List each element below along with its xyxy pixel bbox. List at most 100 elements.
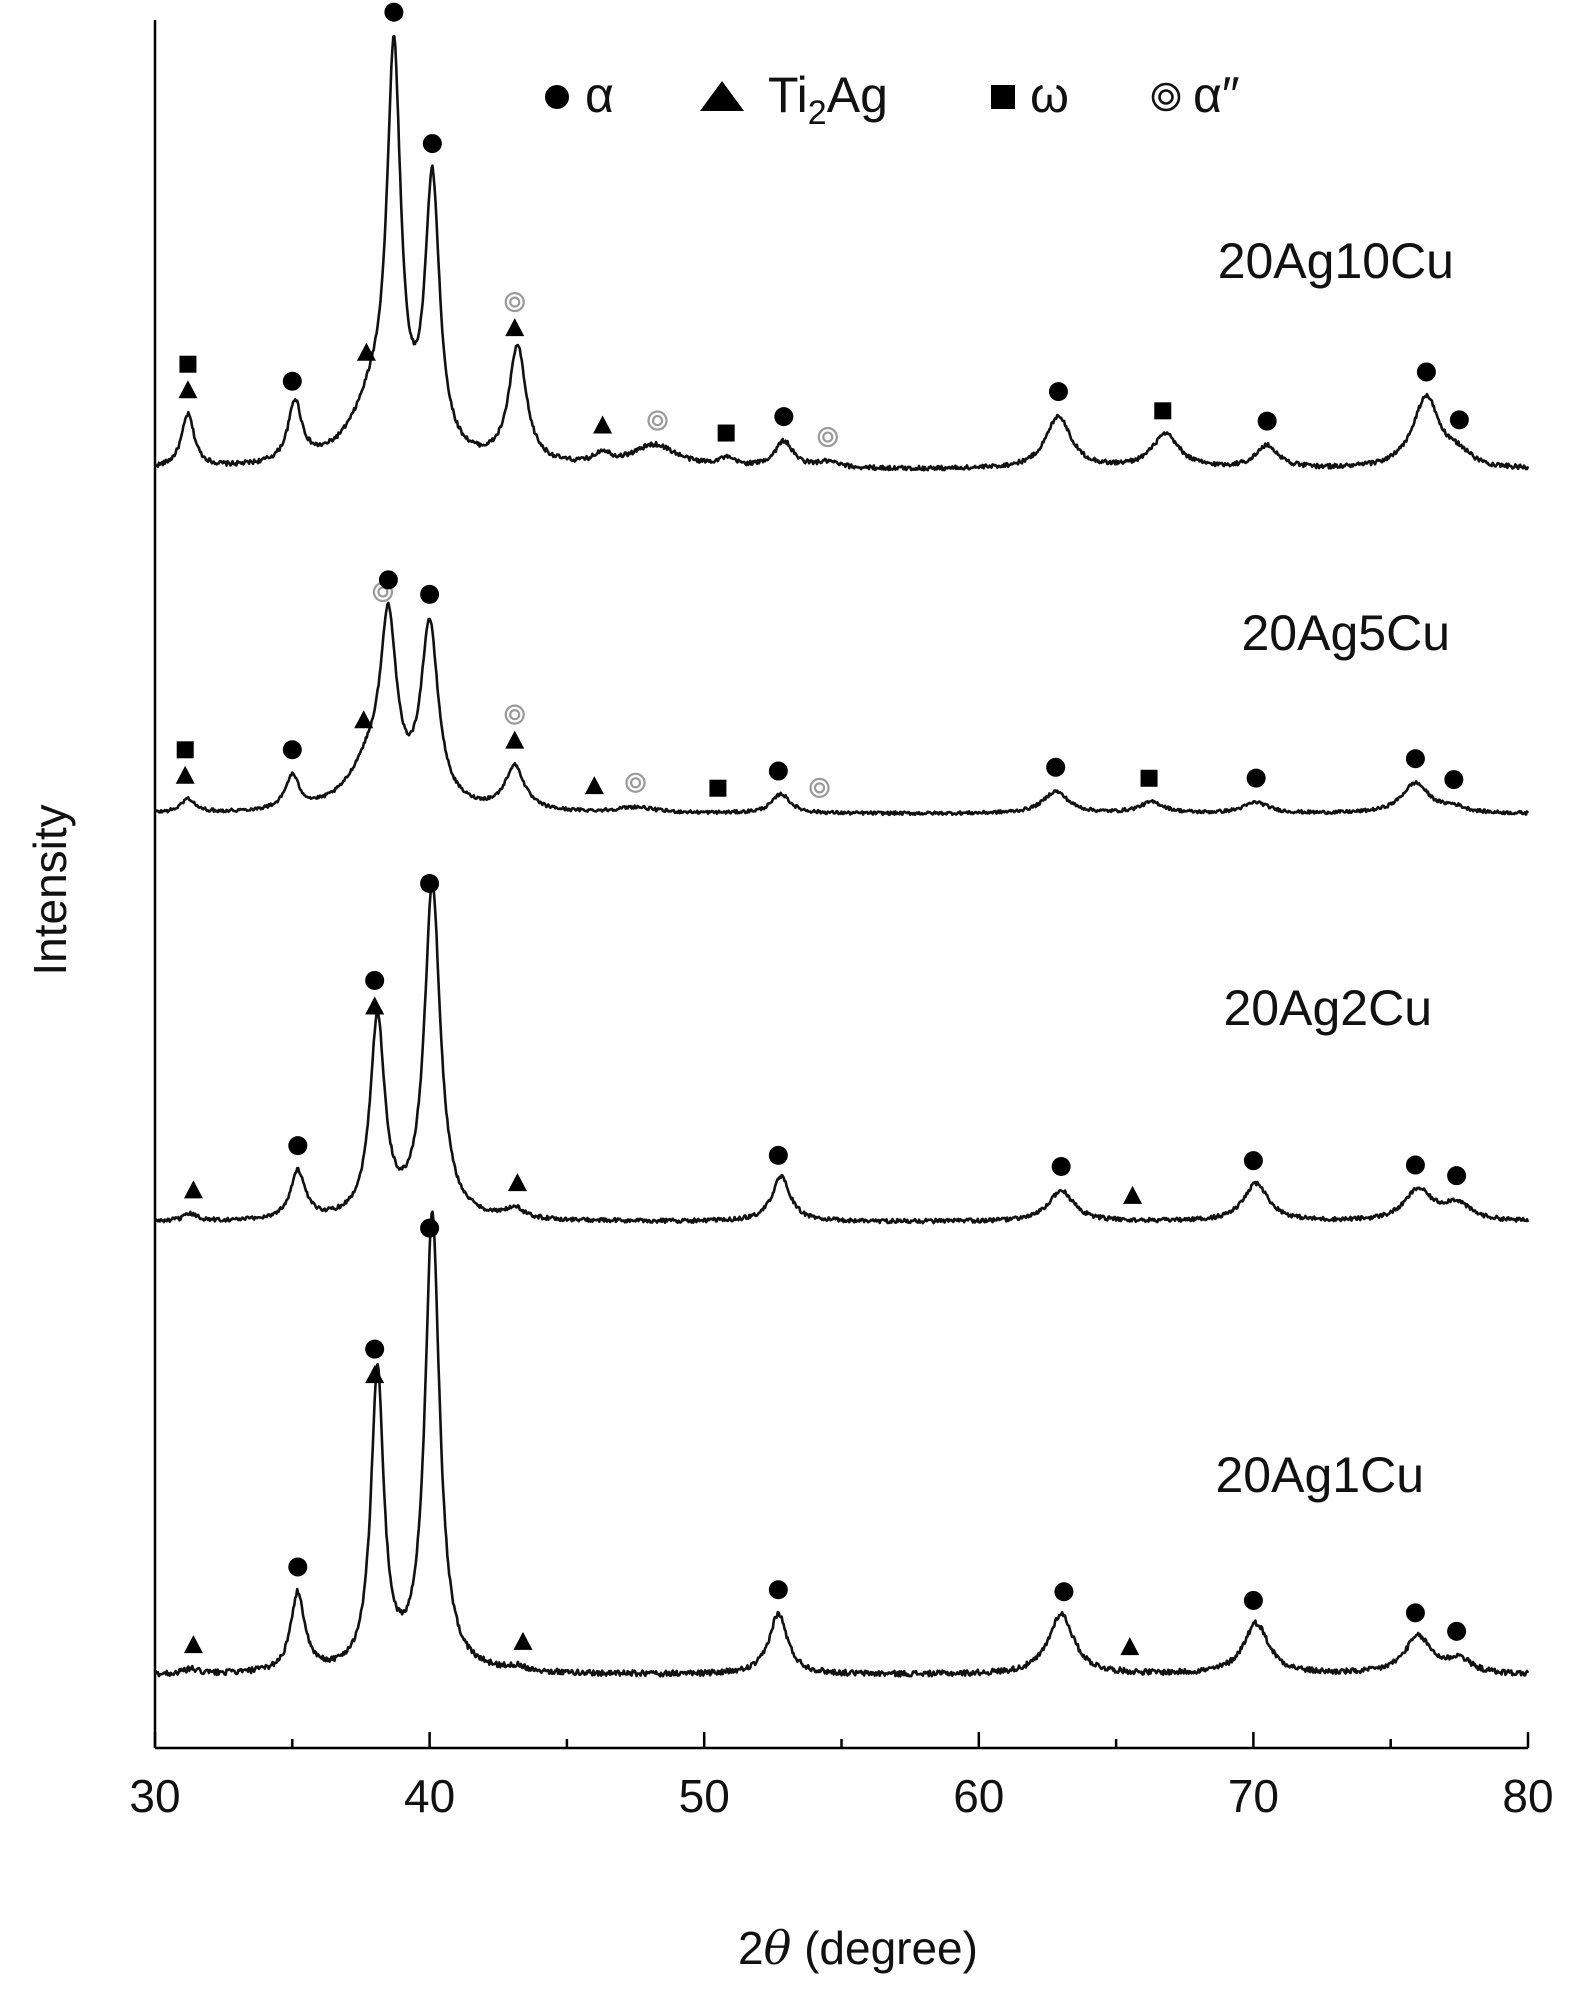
legend-entry-3: α″ (1151, 67, 1240, 123)
marker-20Ag1Cu-circle-9 (1243, 1590, 1263, 1610)
legend-double-circle-inner-icon (1158, 89, 1174, 105)
legend-label-0: α (585, 67, 614, 123)
marker-20Ag10Cu-double-circle-10-outer (647, 410, 668, 431)
x-tick-label-40: 40 (404, 1770, 455, 1822)
legend-label-2: ω (1030, 67, 1069, 123)
y-axis-title: Intensity (24, 804, 76, 975)
marker-20Ag10Cu-triangle-3 (356, 342, 376, 361)
marker-20Ag1Cu-triangle-5 (513, 1631, 533, 1650)
legend-entry-0: α (545, 67, 614, 123)
x-axis-title: 2θ (degree) (738, 1921, 978, 1975)
legend-label-3: α″ (1193, 67, 1240, 123)
x-axis-ticks: 30 40 50 60 70 80 (129, 1732, 1554, 1822)
marker-20Ag10Cu-double-circle-10-inner (651, 414, 664, 427)
marker-20Ag10Cu-double-circle-4-inner (509, 296, 521, 308)
x-axis-title-theta: θ (764, 1921, 792, 1975)
phase-legend: α Ti2Ag ω α″ (545, 67, 1240, 132)
marker-20Ag5Cu-double-circle-13-outer (809, 777, 830, 798)
marker-20Ag10Cu-double-circle-13-inner (822, 431, 834, 443)
legend-label-main: Ti (768, 67, 808, 123)
marker-20Ag10Cu-triangle-5 (505, 318, 525, 337)
marker-20Ag5Cu-circle-2 (420, 584, 440, 604)
legend-triangle-icon (700, 81, 744, 111)
marker-20Ag5Cu-double-circle-13 (809, 777, 830, 798)
legend-circle-icon (545, 85, 569, 109)
marker-20Ag2Cu-circle-6 (768, 1145, 788, 1165)
marker-20Ag5Cu-double-circle-10 (625, 772, 646, 793)
marker-20Ag10Cu-circle-18 (1449, 410, 1469, 430)
marker-20Ag10Cu-double-circle-4-outer (504, 292, 525, 313)
marker-20Ag10Cu-circle-2 (422, 134, 442, 154)
marker-20Ag1Cu-circle-0 (420, 1218, 440, 1238)
phase-markers (175, 2, 1469, 1656)
x-tick-label-30: 30 (129, 1770, 180, 1822)
x-axis-title-suffix: (degree) (791, 1922, 978, 1974)
marker-20Ag2Cu-circle-7 (1051, 1157, 1071, 1177)
marker-20Ag10Cu-triangle-9 (593, 415, 613, 434)
legend-square-icon (991, 85, 1015, 109)
marker-20Ag5Cu-square-6 (176, 741, 194, 759)
marker-20Ag2Cu-triangle-5 (507, 1173, 527, 1192)
marker-20Ag10Cu-double-circle-10 (647, 410, 668, 431)
trace-20Ag5Cu (154, 601, 1530, 817)
marker-20Ag5Cu-triangle-5 (505, 730, 525, 749)
marker-20Ag5Cu-circle-14 (1046, 757, 1066, 777)
marker-20Ag2Cu-circle-0 (420, 874, 440, 894)
marker-20Ag5Cu-square-11 (709, 779, 727, 797)
marker-20Ag10Cu-double-circle-13 (817, 426, 838, 448)
marker-20Ag10Cu-double-circle-4 (504, 292, 525, 313)
marker-20Ag10Cu-circle-8 (282, 371, 302, 391)
legend-entry-1: Ti2Ag (700, 67, 888, 132)
marker-20Ag5Cu-double-circle-10-outer (625, 772, 646, 793)
marker-20Ag10Cu-square-6 (179, 355, 197, 373)
trace-20Ag1Cu (153, 1210, 1530, 1678)
marker-20Ag10Cu-circle-17 (1416, 362, 1436, 382)
x-tick-label-60: 60 (953, 1770, 1004, 1822)
marker-20Ag5Cu-double-circle-4-inner (509, 709, 521, 721)
marker-20Ag5Cu-circle-16 (1246, 768, 1266, 788)
marker-20Ag2Cu-circle-10 (1405, 1155, 1425, 1175)
series-label-20Ag10Cu: 20Ag10Cu (1218, 233, 1454, 289)
legend-label-tail: Ag (827, 67, 888, 123)
series-label-20Ag5Cu: 20Ag5Cu (1242, 605, 1451, 661)
series-labels: 20Ag10Cu 20Ag5Cu 20Ag2Cu 20Ag1Cu (1216, 233, 1455, 1503)
marker-20Ag2Cu-triangle-8 (1123, 1185, 1143, 1204)
trace-20Ag10Cu (154, 34, 1530, 472)
marker-20Ag5Cu-circle-12 (768, 761, 788, 781)
marker-20Ag2Cu-circle-1 (365, 970, 385, 990)
marker-20Ag1Cu-circle-7 (1054, 1582, 1074, 1602)
marker-20Ag10Cu-square-11 (717, 424, 735, 442)
series-label-20Ag2Cu: 20Ag2Cu (1224, 980, 1433, 1036)
marker-20Ag5Cu-triangle-9 (584, 776, 604, 795)
marker-20Ag5Cu-square-15 (1140, 769, 1158, 787)
marker-20Ag1Cu-circle-6 (768, 1580, 788, 1600)
marker-20Ag1Cu-triangle-8 (1120, 1637, 1140, 1656)
marker-20Ag2Cu-circle-11 (1447, 1166, 1467, 1186)
legend-label-subscript: 2 (808, 94, 827, 132)
series-label-20Ag1Cu: 20Ag1Cu (1216, 1447, 1425, 1503)
x-tick-label-70: 70 (1228, 1770, 1279, 1822)
marker-20Ag5Cu-triangle-7 (175, 765, 195, 784)
marker-20Ag5Cu-triangle-3 (354, 710, 374, 729)
x-tick-label-50: 50 (679, 1770, 730, 1822)
marker-20Ag1Cu-circle-1 (365, 1339, 385, 1359)
legend-double-circle-outer-icon (1151, 82, 1181, 112)
xrd-traces (153, 34, 1530, 1678)
legend-label-1: Ti2Ag (768, 67, 888, 132)
legend-entry-2: ω (991, 67, 1069, 123)
marker-20Ag10Cu-circle-1 (384, 2, 404, 22)
x-axis-title-prefix: 2 (738, 1922, 764, 1974)
marker-20Ag5Cu-double-circle-13-inner (813, 782, 826, 794)
marker-20Ag10Cu-triangle-7 (178, 380, 198, 399)
marker-20Ag1Cu-circle-4 (288, 1557, 308, 1577)
marker-20Ag2Cu-circle-4 (288, 1136, 308, 1156)
marker-20Ag2Cu-triangle-2 (365, 996, 385, 1015)
marker-20Ag10Cu-circle-12 (774, 407, 794, 427)
marker-20Ag10Cu-square-15 (1154, 402, 1172, 420)
x-tick-label-80: 80 (1502, 1770, 1553, 1822)
marker-20Ag5Cu-circle-17 (1405, 749, 1425, 769)
marker-20Ag1Cu-circle-10 (1405, 1603, 1425, 1623)
marker-20Ag1Cu-triangle-2 (365, 1365, 385, 1384)
marker-20Ag5Cu-double-circle-10-inner (629, 777, 642, 789)
